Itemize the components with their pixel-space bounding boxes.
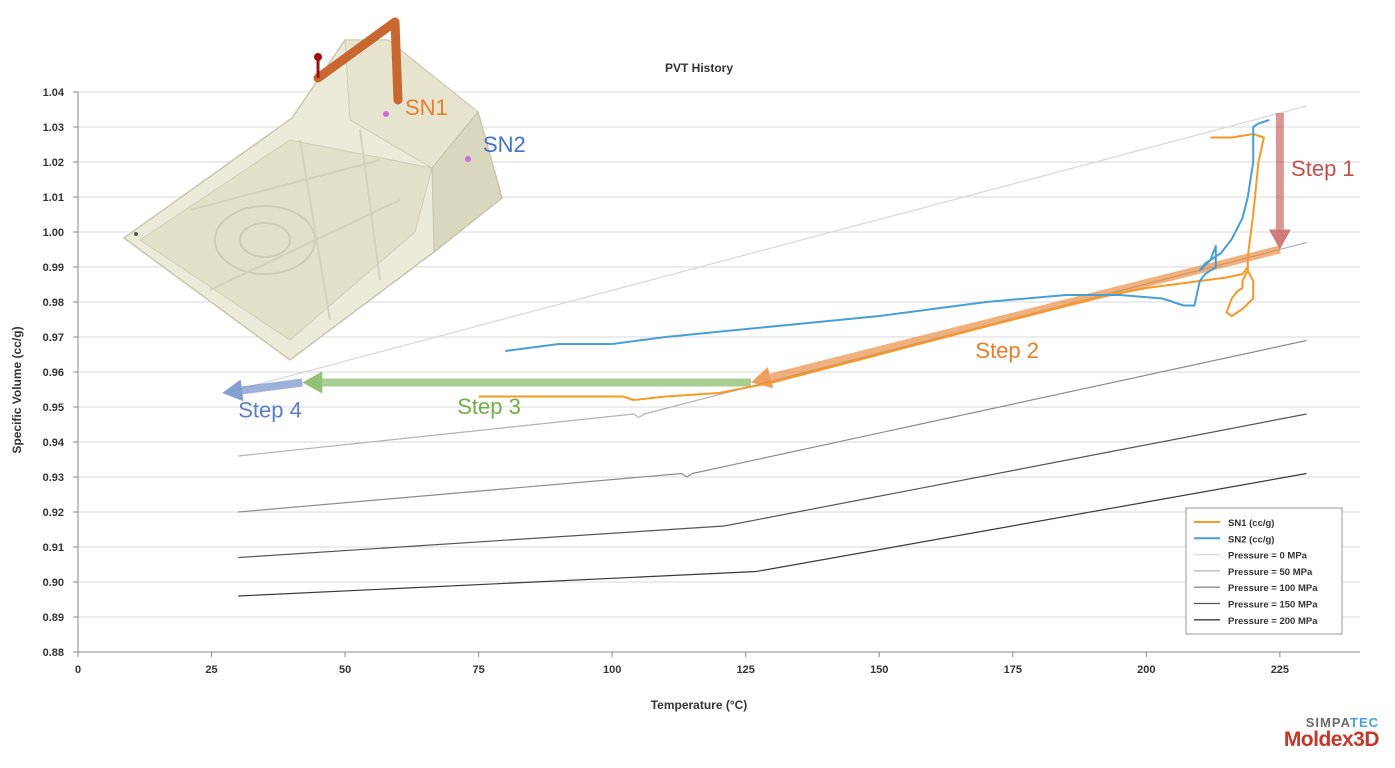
y-tick-labels: 0.88 0.89 0.90 0.91 0.92 0.93 0.94 0.95 0.96 0.97… [43, 87, 78, 659]
x-tick-label: 225 [1271, 664, 1289, 676]
series-line-6 [238, 472, 1307, 597]
part-floor [139, 139, 433, 341]
x-tick-label: 25 [205, 664, 217, 676]
y-tick-label: 0.89 [43, 612, 64, 624]
part-side-wall [431, 110, 503, 254]
y-tick-label: 0.95 [43, 402, 64, 414]
legend-entry: SN1 (cc/g) [1228, 518, 1274, 529]
runner-pipe [313, 17, 403, 105]
logo-simpatec: SIMPATEC [1284, 715, 1379, 730]
y-tick-label: 0.94 [43, 437, 65, 449]
step-arrows [222, 113, 1291, 402]
step-arrow-head-1 [1268, 229, 1291, 250]
logo-tec-text: TEC [1350, 715, 1379, 730]
step-label-2: Step 2 [975, 338, 1039, 363]
part-boss-inner [239, 222, 291, 258]
y-tick-label: 0.91 [43, 542, 64, 554]
legend: SN1 (cc/g) SN2 (cc/g) Pressure = 0 MPa Pres… [1185, 507, 1343, 635]
x-tick-label: 125 [737, 664, 755, 676]
x-tick-label: 100 [603, 664, 621, 676]
x-axis-label: Temperature (°C) [651, 698, 748, 712]
x-tick-label: 50 [339, 664, 351, 676]
step-arrow-shaft-4 [241, 378, 303, 395]
y-tick-label: 0.97 [43, 332, 64, 344]
y-tick-label: 0.88 [43, 647, 64, 659]
x-tick-label: 0 [75, 664, 81, 676]
y-axis-label: Specific Volume (cc/g) [10, 326, 24, 453]
legend-entry: SN2 (cc/g) [1228, 534, 1274, 545]
y-tick-label: 1.02 [43, 157, 64, 169]
part-rib [299, 139, 331, 321]
sn1-label: SN1 [405, 95, 448, 120]
part-rib [189, 159, 381, 211]
legend-entry: Pressure = 0 MPa [1228, 551, 1308, 562]
logo-moldex3d: Moldex3D [1283, 728, 1380, 751]
step-arrow-shaft-2 [769, 245, 1281, 382]
step-label-4: Step 4 [238, 398, 302, 423]
legend-entry: Pressure = 100 MPa [1228, 583, 1318, 594]
legend-entry: Pressure = 150 MPa [1228, 600, 1318, 611]
step-label-3: Step 3 [457, 394, 521, 419]
series-line-5 [238, 413, 1307, 559]
sn2-label: SN2 [483, 132, 526, 157]
x-tick-label: 150 [870, 664, 888, 676]
y-tick-label: 0.92 [43, 507, 64, 519]
step-labels: Step 1 Step 2 Step 3 Step 4 [238, 156, 1354, 423]
series-line-2 [238, 105, 1307, 391]
legend-entry: Pressure = 200 MPa [1228, 616, 1318, 627]
step-label-1: Step 1 [1291, 156, 1355, 181]
sensor-marker-sn1 [383, 111, 389, 117]
legend-entry: Pressure = 50 MPa [1228, 567, 1313, 578]
y-tick-label: 0.99 [43, 262, 64, 274]
x-tick-labels: 0 25 50 75 100 125 150 175 200 225 [75, 652, 1289, 676]
logo-simpa-text: SIMPA [1305, 715, 1350, 730]
logo: SIMPATEC Moldex3D [1283, 715, 1380, 752]
y-tick-label: 0.96 [43, 367, 64, 379]
x-tick-label: 175 [1004, 664, 1022, 676]
y-tick-label: 1.00 [43, 227, 64, 239]
series-line-0 [478, 133, 1265, 401]
part-model-illustration: SN1 SN2 [122, 17, 526, 361]
step-arrow-head-3 [302, 371, 323, 394]
series-line-1 [505, 119, 1270, 352]
chart-title: PVT History [665, 61, 733, 75]
y-tick-label: 0.90 [43, 577, 64, 589]
y-tick-label: 1.01 [43, 192, 64, 204]
y-tick-label: 1.03 [43, 122, 64, 134]
part-rib [209, 199, 401, 291]
y-tick-label: 0.93 [43, 472, 64, 484]
step-arrow-head-4 [222, 379, 244, 402]
x-tick-label: 200 [1137, 664, 1155, 676]
sensor-lines [478, 119, 1270, 401]
part-corner-dot [134, 232, 138, 236]
part-rib [359, 129, 381, 281]
y-tick-label: 0.98 [43, 297, 64, 309]
y-tick-label: 1.04 [43, 87, 65, 99]
sensor-marker-sn2 [465, 156, 471, 162]
x-tick-label: 75 [473, 664, 485, 676]
series-line-4 [238, 339, 1307, 513]
